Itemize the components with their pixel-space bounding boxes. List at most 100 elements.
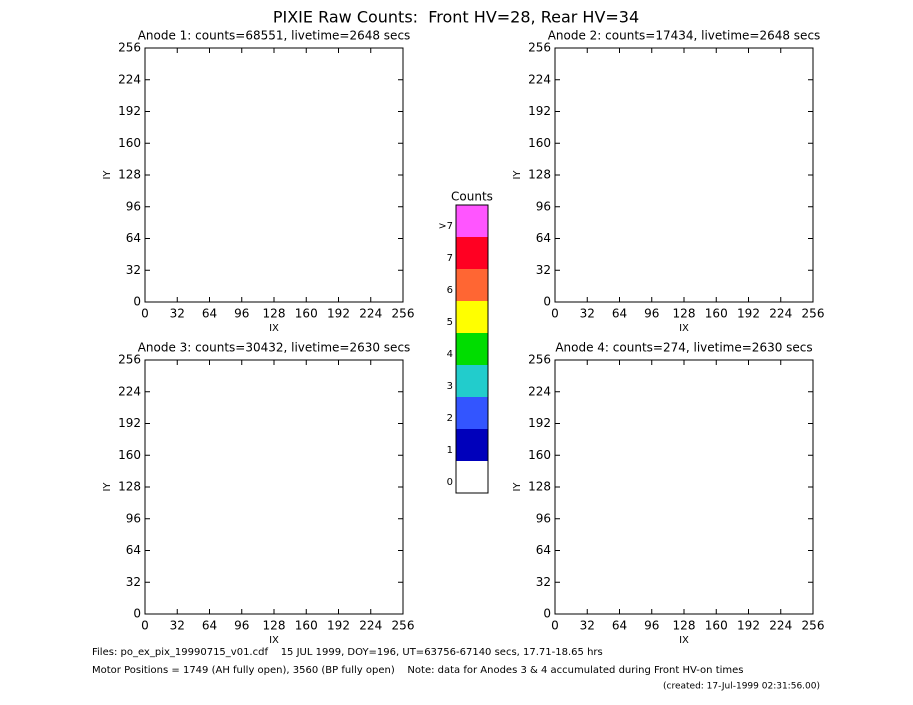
- colorbar-label: 7: [447, 253, 453, 264]
- footer-created: (created: 17-Jul-1999 02:31:56.00): [663, 682, 820, 692]
- x-tick-label: 96: [644, 619, 659, 633]
- y-tick-label: 0: [543, 295, 551, 309]
- y-tick-label: 256: [118, 353, 141, 367]
- colorbar-swatch: [456, 461, 488, 493]
- colorbar-swatch: [456, 333, 488, 365]
- colorbar-swatch: [456, 301, 488, 333]
- x-tick-label: 0: [551, 619, 559, 633]
- y-tick-label: 0: [133, 295, 141, 309]
- y-tick-label: 96: [536, 199, 551, 213]
- x-tick-label: 64: [202, 619, 217, 633]
- y-tick-label: 128: [528, 480, 551, 494]
- x-tick-label: 160: [705, 307, 728, 321]
- colorbar-swatch: [456, 237, 488, 269]
- x-tick-label: 32: [580, 307, 595, 321]
- colorbar-label: >7: [438, 221, 453, 232]
- y-axis-label: IY: [512, 482, 523, 492]
- colorbar-swatch: [456, 429, 488, 461]
- x-tick-label: 256: [392, 619, 415, 633]
- x-tick-label: 128: [263, 307, 286, 321]
- y-tick-label: 96: [126, 511, 141, 525]
- y-tick-label: 256: [528, 353, 551, 367]
- panel-title: Anode 3: counts=30432, livetime=2630 sec…: [138, 341, 411, 355]
- y-tick-label: 128: [118, 168, 141, 182]
- x-tick-label: 160: [295, 307, 318, 321]
- x-tick-label: 0: [551, 307, 559, 321]
- x-tick-label: 64: [612, 307, 627, 321]
- x-axis-label: IX: [679, 323, 689, 334]
- x-tick-label: 128: [673, 619, 696, 633]
- x-tick-label: 224: [359, 619, 382, 633]
- plot-frame: [144, 359, 404, 615]
- y-tick-label: 160: [118, 136, 141, 150]
- colorbar-title: Counts: [451, 190, 493, 204]
- x-tick-label: 0: [141, 619, 149, 633]
- x-tick-label: 64: [612, 619, 627, 633]
- panel-title: Anode 2: counts=17434, livetime=2648 sec…: [548, 29, 821, 43]
- x-tick-label: 256: [392, 307, 415, 321]
- y-tick-label: 64: [126, 543, 141, 557]
- y-axis-label: IY: [512, 170, 523, 180]
- colorbar-label: 3: [447, 381, 453, 392]
- x-tick-label: 160: [295, 619, 318, 633]
- y-tick-label: 0: [543, 607, 551, 621]
- colorbar-label: 4: [447, 349, 453, 360]
- y-tick-label: 224: [528, 384, 551, 398]
- panel-title: Anode 1: counts=68551, livetime=2648 sec…: [138, 29, 411, 43]
- y-tick-label: 224: [528, 72, 551, 86]
- y-tick-label: 32: [126, 263, 141, 277]
- plot-frame: [144, 47, 404, 303]
- y-tick-label: 64: [536, 231, 551, 245]
- y-tick-label: 96: [536, 511, 551, 525]
- page-title: PIXIE Raw Counts: Front HV=28, Rear HV=3…: [273, 8, 639, 27]
- y-tick-label: 192: [118, 416, 141, 430]
- footer-files: Files: po_ex_pix_19990715_v01.cdf 15 JUL…: [92, 647, 603, 658]
- x-axis-label: IX: [269, 635, 279, 646]
- x-tick-label: 192: [327, 307, 350, 321]
- x-tick-label: 192: [737, 307, 760, 321]
- y-tick-label: 64: [126, 231, 141, 245]
- colorbar-label: 6: [447, 285, 453, 296]
- x-tick-label: 224: [769, 307, 792, 321]
- colorbar-label: 2: [447, 413, 453, 424]
- y-tick-label: 224: [118, 384, 141, 398]
- y-tick-label: 160: [528, 448, 551, 462]
- y-tick-label: 224: [118, 72, 141, 86]
- x-tick-label: 32: [170, 307, 185, 321]
- colorbar-swatch: [456, 269, 488, 301]
- x-tick-label: 32: [170, 619, 185, 633]
- y-tick-label: 128: [528, 168, 551, 182]
- y-axis-label: IY: [102, 482, 113, 492]
- plot-frame: [554, 359, 814, 615]
- plot-frame: [554, 47, 814, 303]
- y-axis-label: IY: [102, 170, 113, 180]
- x-tick-label: 160: [705, 619, 728, 633]
- colorbar-frame: [455, 204, 489, 494]
- y-tick-label: 192: [528, 104, 551, 118]
- y-tick-label: 160: [528, 136, 551, 150]
- y-tick-label: 96: [126, 199, 141, 213]
- colorbar-swatch: [456, 365, 488, 397]
- y-tick-label: 32: [536, 263, 551, 277]
- x-tick-label: 224: [359, 307, 382, 321]
- colorbar-label: 0: [447, 477, 453, 488]
- y-tick-label: 64: [536, 543, 551, 557]
- y-tick-label: 0: [133, 607, 141, 621]
- y-tick-label: 128: [118, 480, 141, 494]
- x-tick-label: 256: [802, 307, 825, 321]
- y-tick-label: 32: [126, 575, 141, 589]
- x-tick-label: 96: [644, 307, 659, 321]
- x-tick-label: 96: [234, 307, 249, 321]
- y-tick-label: 192: [528, 416, 551, 430]
- x-tick-label: 128: [673, 307, 696, 321]
- colorbar-swatch: [456, 205, 488, 237]
- x-axis-label: IX: [269, 323, 279, 334]
- x-axis-label: IX: [679, 635, 689, 646]
- x-tick-label: 128: [263, 619, 286, 633]
- x-tick-label: 64: [202, 307, 217, 321]
- x-tick-label: 192: [327, 619, 350, 633]
- y-tick-label: 192: [118, 104, 141, 118]
- x-tick-label: 32: [580, 619, 595, 633]
- x-tick-label: 96: [234, 619, 249, 633]
